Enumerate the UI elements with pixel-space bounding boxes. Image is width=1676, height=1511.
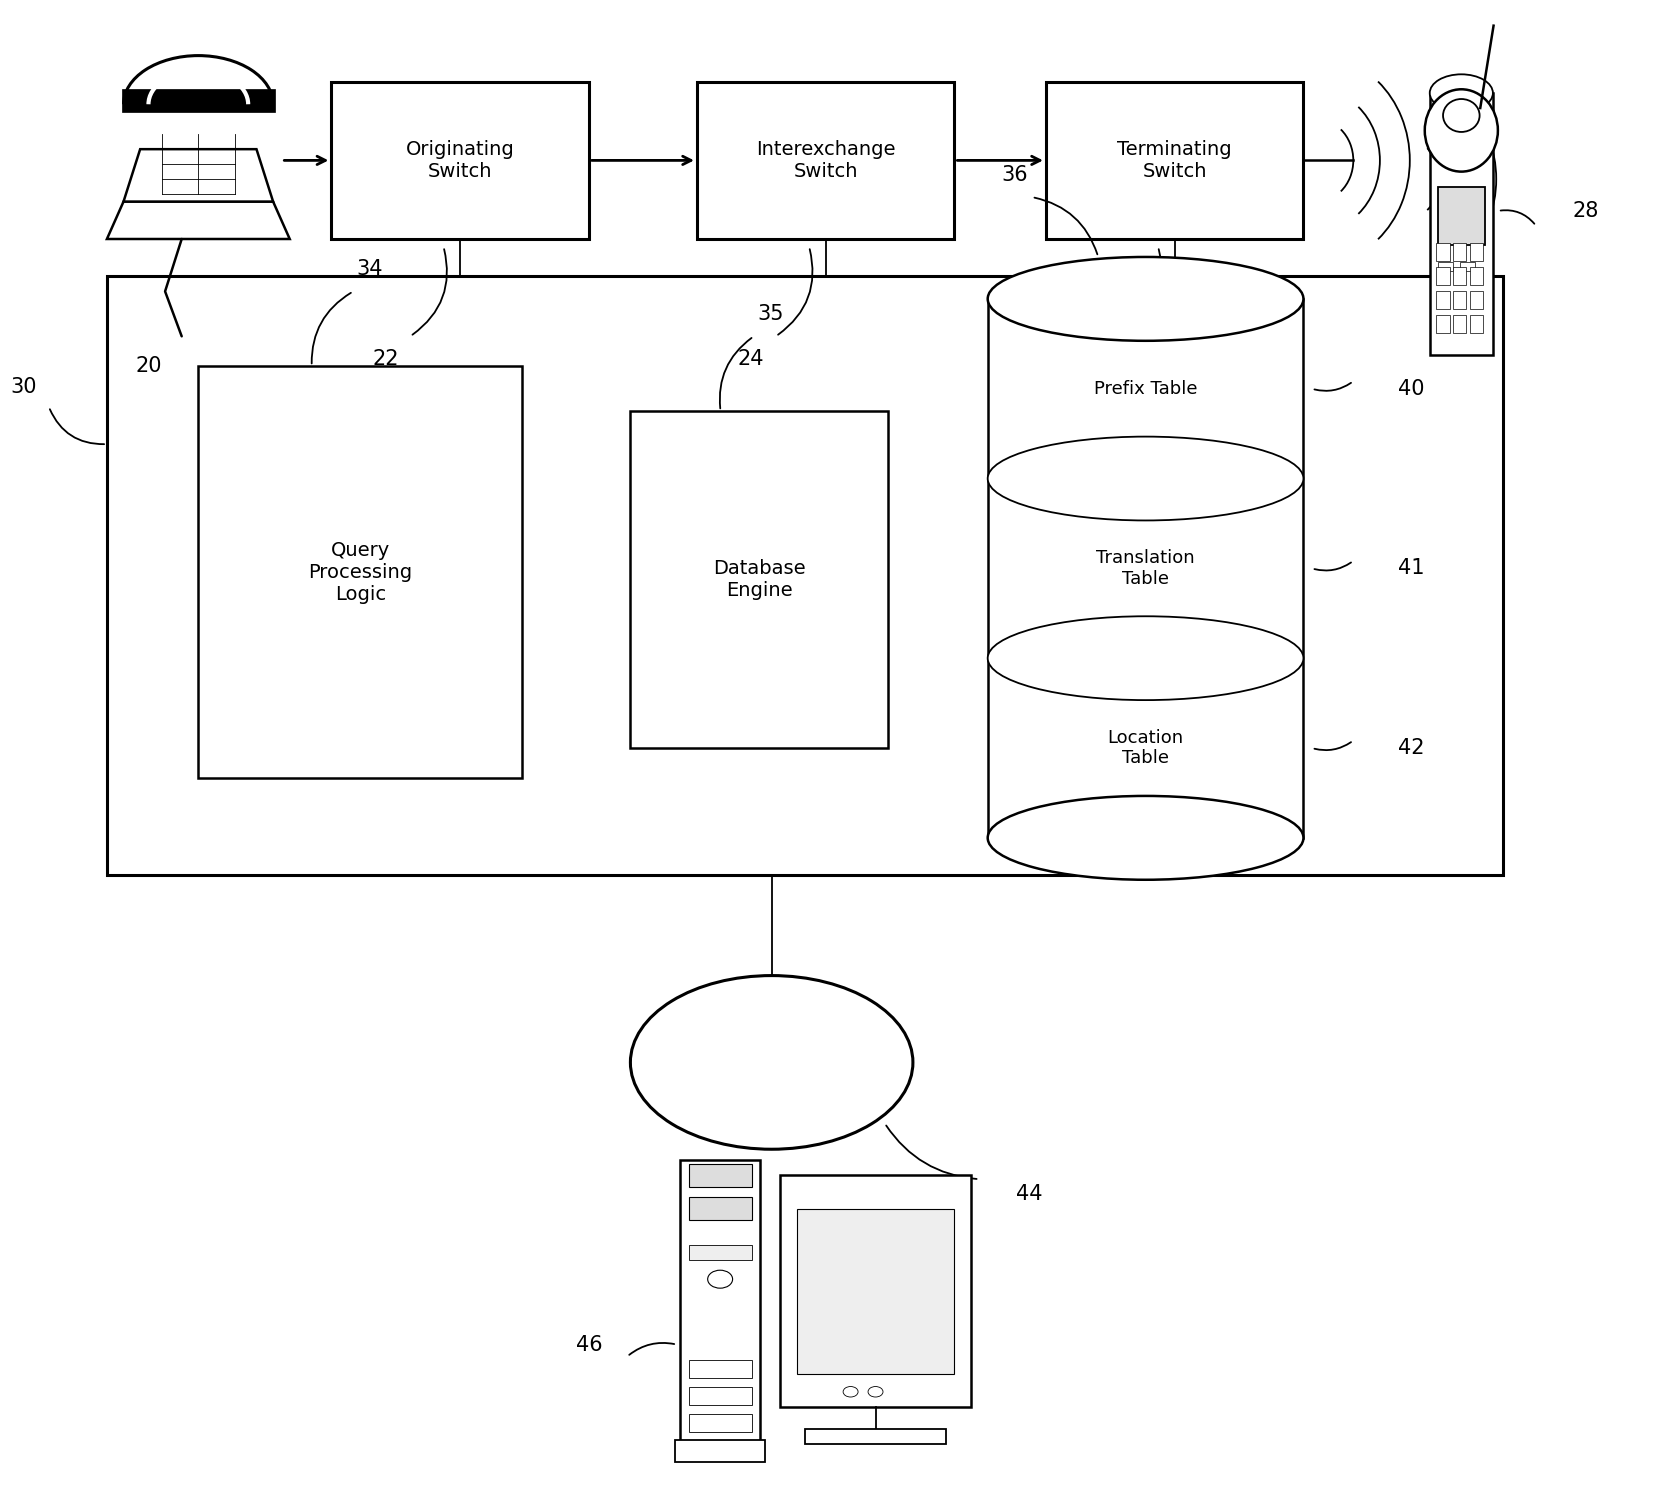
- Text: 41: 41: [1398, 559, 1425, 579]
- Bar: [689, 1387, 753, 1405]
- Bar: [630, 411, 888, 748]
- Bar: [1438, 187, 1485, 245]
- Bar: [1046, 82, 1304, 239]
- Text: 28: 28: [1572, 201, 1599, 221]
- Bar: [1470, 314, 1483, 332]
- Text: 36: 36: [1002, 165, 1029, 184]
- Ellipse shape: [1430, 74, 1493, 112]
- Ellipse shape: [987, 437, 1304, 520]
- Bar: [689, 1360, 753, 1378]
- Bar: [987, 299, 1304, 837]
- Bar: [796, 1209, 954, 1373]
- Polygon shape: [124, 150, 273, 201]
- Bar: [1438, 263, 1453, 270]
- Ellipse shape: [1425, 89, 1498, 172]
- Text: 22: 22: [372, 349, 399, 369]
- Text: 30: 30: [10, 378, 37, 397]
- Bar: [1453, 314, 1466, 332]
- Text: Interexchange
Switch: Interexchange Switch: [756, 141, 895, 181]
- Bar: [1453, 243, 1466, 261]
- Bar: [779, 1174, 970, 1407]
- Ellipse shape: [843, 1387, 858, 1398]
- Text: 40: 40: [1398, 379, 1425, 399]
- Text: VPN: VPN: [753, 1053, 791, 1071]
- Text: Originating
Switch: Originating Switch: [406, 141, 515, 181]
- Ellipse shape: [987, 257, 1304, 341]
- Bar: [1436, 290, 1450, 308]
- Text: Terminating
Switch: Terminating Switch: [1118, 141, 1232, 181]
- Bar: [680, 1160, 759, 1445]
- Ellipse shape: [707, 1271, 732, 1289]
- Text: 34: 34: [357, 258, 384, 280]
- Bar: [332, 82, 588, 239]
- Bar: [697, 82, 954, 239]
- Text: 42: 42: [1398, 737, 1425, 759]
- Ellipse shape: [1443, 100, 1480, 131]
- Bar: [107, 277, 1503, 875]
- Text: Query
Processing
Logic: Query Processing Logic: [308, 541, 412, 603]
- Bar: [1436, 243, 1450, 261]
- Text: 44: 44: [1016, 1185, 1042, 1204]
- Bar: [689, 1163, 753, 1186]
- Bar: [1453, 290, 1466, 308]
- Bar: [689, 1197, 753, 1219]
- Text: 26: 26: [1086, 349, 1113, 369]
- Text: Translation
Table: Translation Table: [1096, 548, 1195, 588]
- Bar: [198, 366, 523, 778]
- Text: 46: 46: [575, 1334, 602, 1355]
- Text: 20: 20: [136, 357, 161, 376]
- Bar: [689, 1414, 753, 1432]
- Ellipse shape: [987, 616, 1304, 700]
- Text: Prefix Table: Prefix Table: [1094, 379, 1197, 397]
- Bar: [1436, 314, 1450, 332]
- Ellipse shape: [630, 976, 913, 1150]
- Text: 24: 24: [737, 349, 764, 369]
- Bar: [1470, 243, 1483, 261]
- Bar: [1453, 267, 1466, 284]
- Bar: [689, 1245, 753, 1260]
- Bar: [1470, 267, 1483, 284]
- Bar: [1436, 267, 1450, 284]
- Bar: [1430, 94, 1493, 355]
- Bar: [1460, 263, 1475, 270]
- Bar: [675, 1440, 764, 1463]
- Ellipse shape: [987, 796, 1304, 879]
- Text: Location
Table: Location Table: [1108, 728, 1183, 768]
- Text: 35: 35: [758, 304, 784, 323]
- Text: Database
Engine: Database Engine: [712, 559, 806, 600]
- Bar: [1470, 290, 1483, 308]
- Polygon shape: [107, 201, 290, 239]
- Ellipse shape: [868, 1387, 883, 1398]
- Bar: [804, 1429, 947, 1445]
- Bar: [122, 89, 275, 112]
